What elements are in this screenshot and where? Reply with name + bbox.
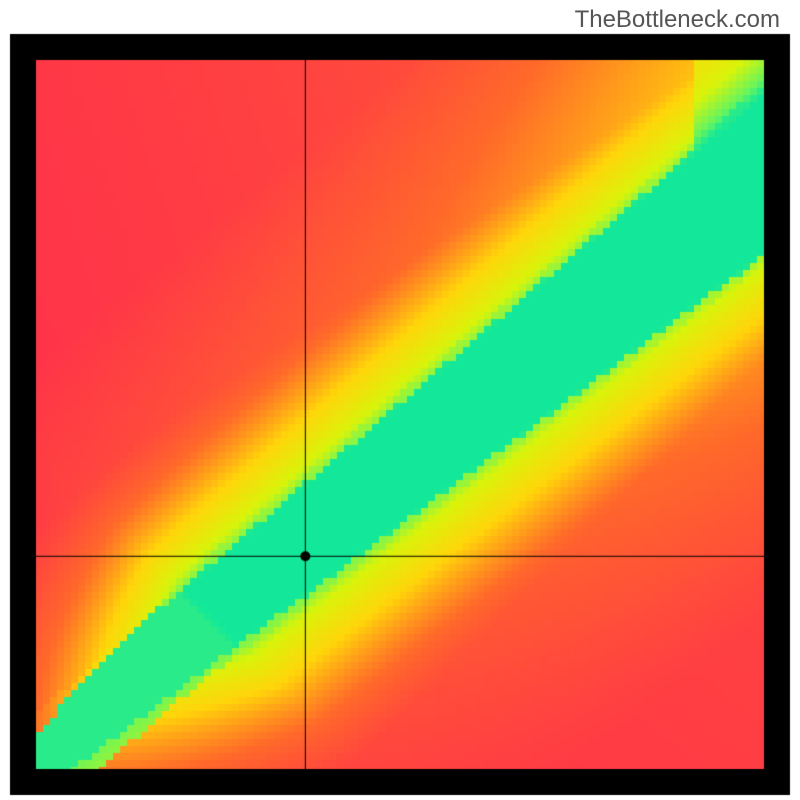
bottleneck-heatmap: [0, 0, 800, 800]
chart-container: TheBottleneck.com: [0, 0, 800, 800]
watermark-text: TheBottleneck.com: [575, 6, 780, 34]
